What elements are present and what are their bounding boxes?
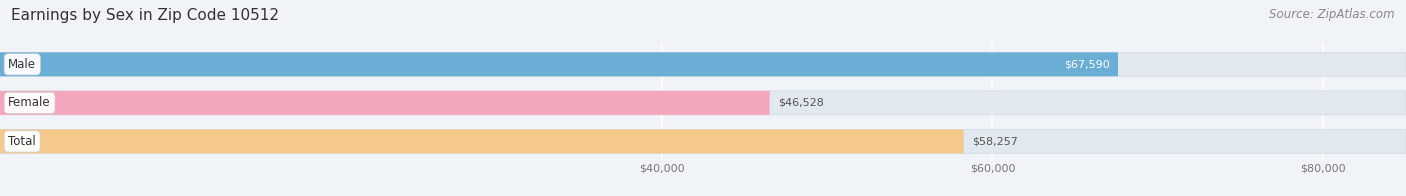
Text: Source: ZipAtlas.com: Source: ZipAtlas.com — [1270, 8, 1395, 21]
Text: Total: Total — [8, 135, 37, 148]
FancyBboxPatch shape — [0, 130, 963, 153]
Text: $67,590: $67,590 — [1064, 59, 1109, 69]
Text: Earnings by Sex in Zip Code 10512: Earnings by Sex in Zip Code 10512 — [11, 8, 280, 23]
Text: $58,257: $58,257 — [972, 136, 1018, 146]
Text: $46,528: $46,528 — [778, 98, 824, 108]
Text: Female: Female — [8, 96, 51, 109]
Text: Male: Male — [8, 58, 37, 71]
FancyBboxPatch shape — [0, 91, 769, 115]
FancyBboxPatch shape — [0, 130, 1406, 153]
FancyBboxPatch shape — [0, 52, 1118, 76]
FancyBboxPatch shape — [0, 52, 1406, 76]
FancyBboxPatch shape — [0, 91, 1406, 115]
